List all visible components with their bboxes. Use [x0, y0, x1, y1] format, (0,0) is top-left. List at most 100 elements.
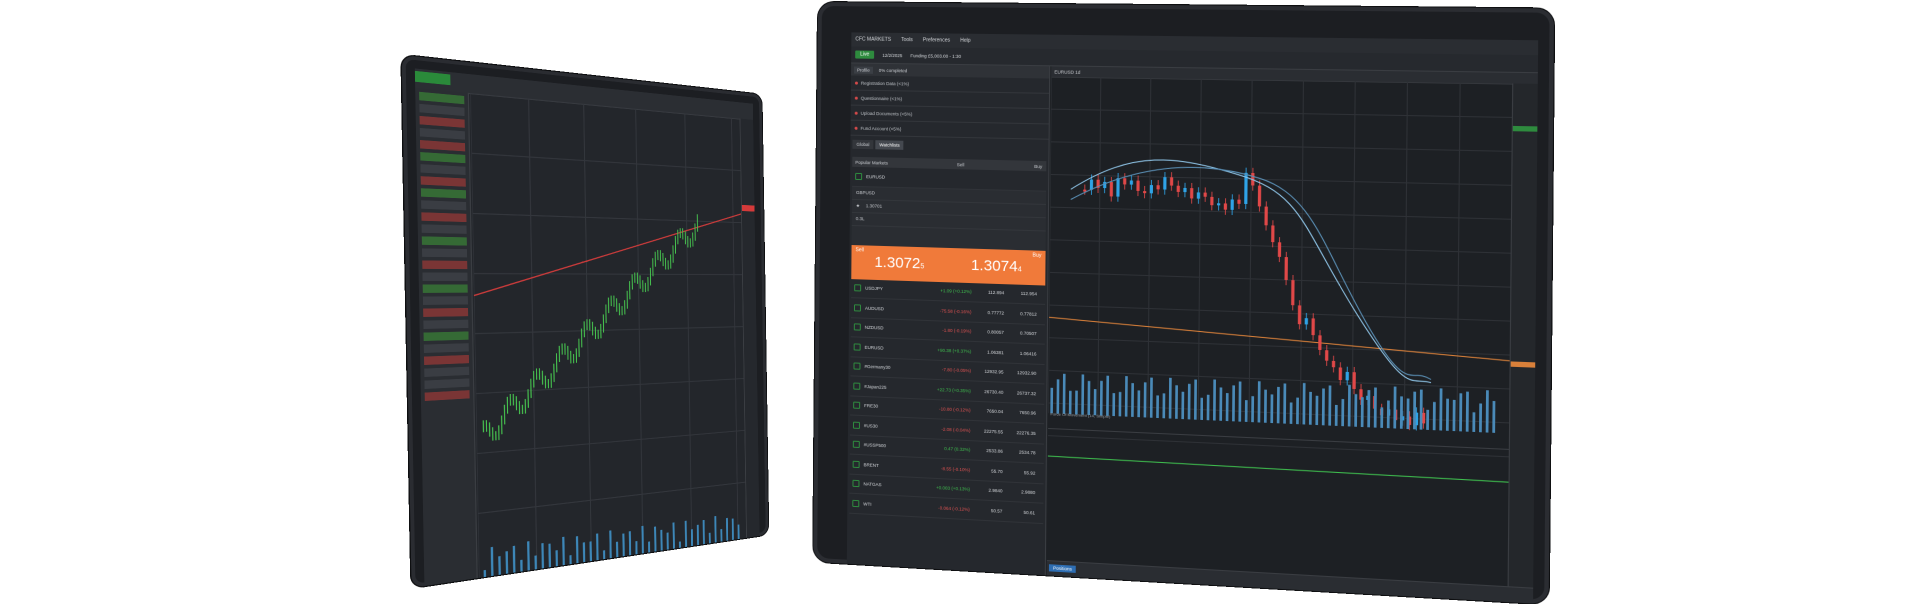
left-watchlist-row[interactable] [421, 212, 466, 222]
grid-line [529, 99, 537, 570]
left-watchlist-row[interactable] [424, 378, 469, 389]
left-watchlist-row[interactable] [419, 104, 464, 116]
market-sell[interactable]: 55.70 [974, 467, 1003, 473]
left-watchlist-row[interactable] [422, 224, 467, 234]
market-sell[interactable]: 112.894 [976, 290, 1005, 296]
buy-button[interactable]: 1.30744 [971, 257, 1022, 276]
candle-body [1123, 178, 1126, 184]
market-change: +90.38 (+0.37%) [931, 347, 971, 354]
left-watchlist-row[interactable] [419, 92, 464, 104]
profile-item-fund[interactable]: Fund Account (<5%) [851, 121, 1049, 140]
grid-line [473, 274, 742, 275]
left-watchlist-row[interactable] [423, 296, 468, 305]
market-sell[interactable]: 50.57 [974, 507, 1003, 514]
market-change: -2.08 (-0.04%) [930, 426, 970, 433]
market-buy[interactable]: 0.70507 [1008, 330, 1037, 336]
volume-bar [691, 529, 693, 546]
market-sell[interactable]: 1.06381 [975, 349, 1004, 355]
market-sell[interactable]: 2533.86 [974, 448, 1003, 454]
market-change: 0.47 (0.32%) [930, 446, 970, 453]
left-watchlist-row[interactable] [424, 367, 469, 377]
volume-bar [1439, 388, 1442, 430]
left-watchlist-row[interactable] [424, 343, 469, 353]
market-buy[interactable]: 7650.96 [1007, 410, 1036, 416]
left-watchlist-row[interactable] [420, 128, 465, 140]
market-sell[interactable]: 2.9840 [974, 487, 1003, 494]
volume-bar [1290, 402, 1293, 423]
market-buy[interactable]: 55.92 [1007, 469, 1036, 476]
left-watchlist-row[interactable] [420, 164, 465, 175]
volume-bar [673, 522, 675, 548]
market-sell[interactable]: 7650.04 [975, 408, 1004, 414]
chart-symbol[interactable]: EURUSD 1d [1054, 69, 1080, 74]
market-sell[interactable]: 12932.95 [975, 369, 1004, 375]
market-buy[interactable]: 12932.90 [1008, 370, 1037, 376]
menu-preferences[interactable]: Preferences [923, 37, 950, 43]
left-watchlist-row[interactable] [421, 176, 466, 187]
deal-quantity[interactable]: 1.30701 [866, 203, 882, 208]
watchlist-title[interactable]: Popular Markets [855, 159, 888, 165]
candle-body [1339, 367, 1342, 380]
left-watchlist-row[interactable] [424, 355, 469, 365]
market-sell[interactable]: 0.77772 [976, 309, 1005, 315]
market-buy[interactable]: 112.954 [1008, 291, 1037, 297]
tab-positions[interactable]: Positions [1049, 564, 1076, 573]
market-buy[interactable]: 2534.78 [1007, 449, 1036, 455]
sell-button[interactable]: 1.30725 [874, 254, 924, 273]
left-price-chart[interactable] [470, 93, 747, 578]
volume-bar [629, 531, 631, 555]
volume-bar [1156, 395, 1159, 418]
market-buy[interactable]: 2.9880 [1007, 489, 1036, 496]
menu-help[interactable]: Help [960, 38, 970, 44]
menu-tools[interactable]: Tools [901, 37, 913, 43]
market-name: #Japan225 [864, 384, 926, 392]
left-watchlist-row[interactable] [422, 236, 467, 245]
left-watchlist-row[interactable] [423, 320, 468, 329]
left-watchlist-row[interactable] [422, 272, 467, 280]
market-sell[interactable]: 26730.40 [975, 388, 1004, 394]
volume-bar [709, 533, 711, 544]
left-watchlist-row[interactable] [420, 140, 465, 151]
volume-bar [548, 544, 551, 568]
market-sell[interactable]: 0.80057 [975, 329, 1004, 335]
volume-bar [1406, 398, 1409, 429]
chart-area[interactable]: EURUSD 1d Force Of Movement (14, Simple)… [1047, 66, 1538, 603]
sell-buy-panel: Sell Buy 1.30725 1.30744 [851, 245, 1045, 286]
left-watchlist-row[interactable] [425, 390, 470, 401]
market-buy[interactable]: 22276.35 [1007, 429, 1036, 435]
volume-bar [527, 541, 530, 570]
left-watchlist-row[interactable] [420, 116, 465, 128]
grid-line [1249, 80, 1252, 422]
left-watchlist-row[interactable] [421, 200, 466, 210]
volume-bar [1387, 400, 1390, 428]
price-tag-green [1513, 126, 1538, 132]
incomplete-dot-icon [855, 81, 858, 84]
grid-line [477, 430, 746, 453]
profile-item-label: Upload Documents (<5%) [861, 110, 913, 116]
live-mode-badge[interactable]: Live [855, 50, 874, 58]
left-watchlist-row[interactable] [422, 260, 467, 269]
left-watchlist-row[interactable] [420, 152, 465, 163]
volume-bar [616, 542, 618, 558]
volume-bar [1106, 376, 1109, 416]
star-icon[interactable]: ★ [856, 203, 860, 209]
left-watchlist-row[interactable] [422, 248, 467, 257]
market-buy[interactable]: 1.06416 [1008, 350, 1037, 356]
tab-watchlists[interactable]: Watchlists [875, 140, 903, 150]
market-name: NATGAS [863, 482, 925, 490]
volume-bar [576, 536, 579, 563]
market-buy[interactable]: 0.77812 [1008, 310, 1037, 316]
market-buy[interactable]: 26737.32 [1007, 390, 1036, 396]
left-watchlist-row[interactable] [423, 308, 468, 317]
left-watchlist-row[interactable] [424, 331, 469, 341]
left-watchlist-row[interactable] [423, 284, 468, 292]
market-buy[interactable]: 50.61 [1006, 509, 1035, 516]
volume-bar [1453, 400, 1456, 431]
volume-bar [1361, 397, 1364, 427]
left-live-badge[interactable] [415, 71, 451, 85]
left-watchlist-row[interactable] [421, 188, 466, 198]
market-icon [855, 173, 862, 180]
market-sell[interactable]: 22275.55 [974, 428, 1003, 434]
tab-global[interactable]: Global [852, 140, 873, 149]
profile-tab[interactable]: Profile [854, 66, 873, 73]
